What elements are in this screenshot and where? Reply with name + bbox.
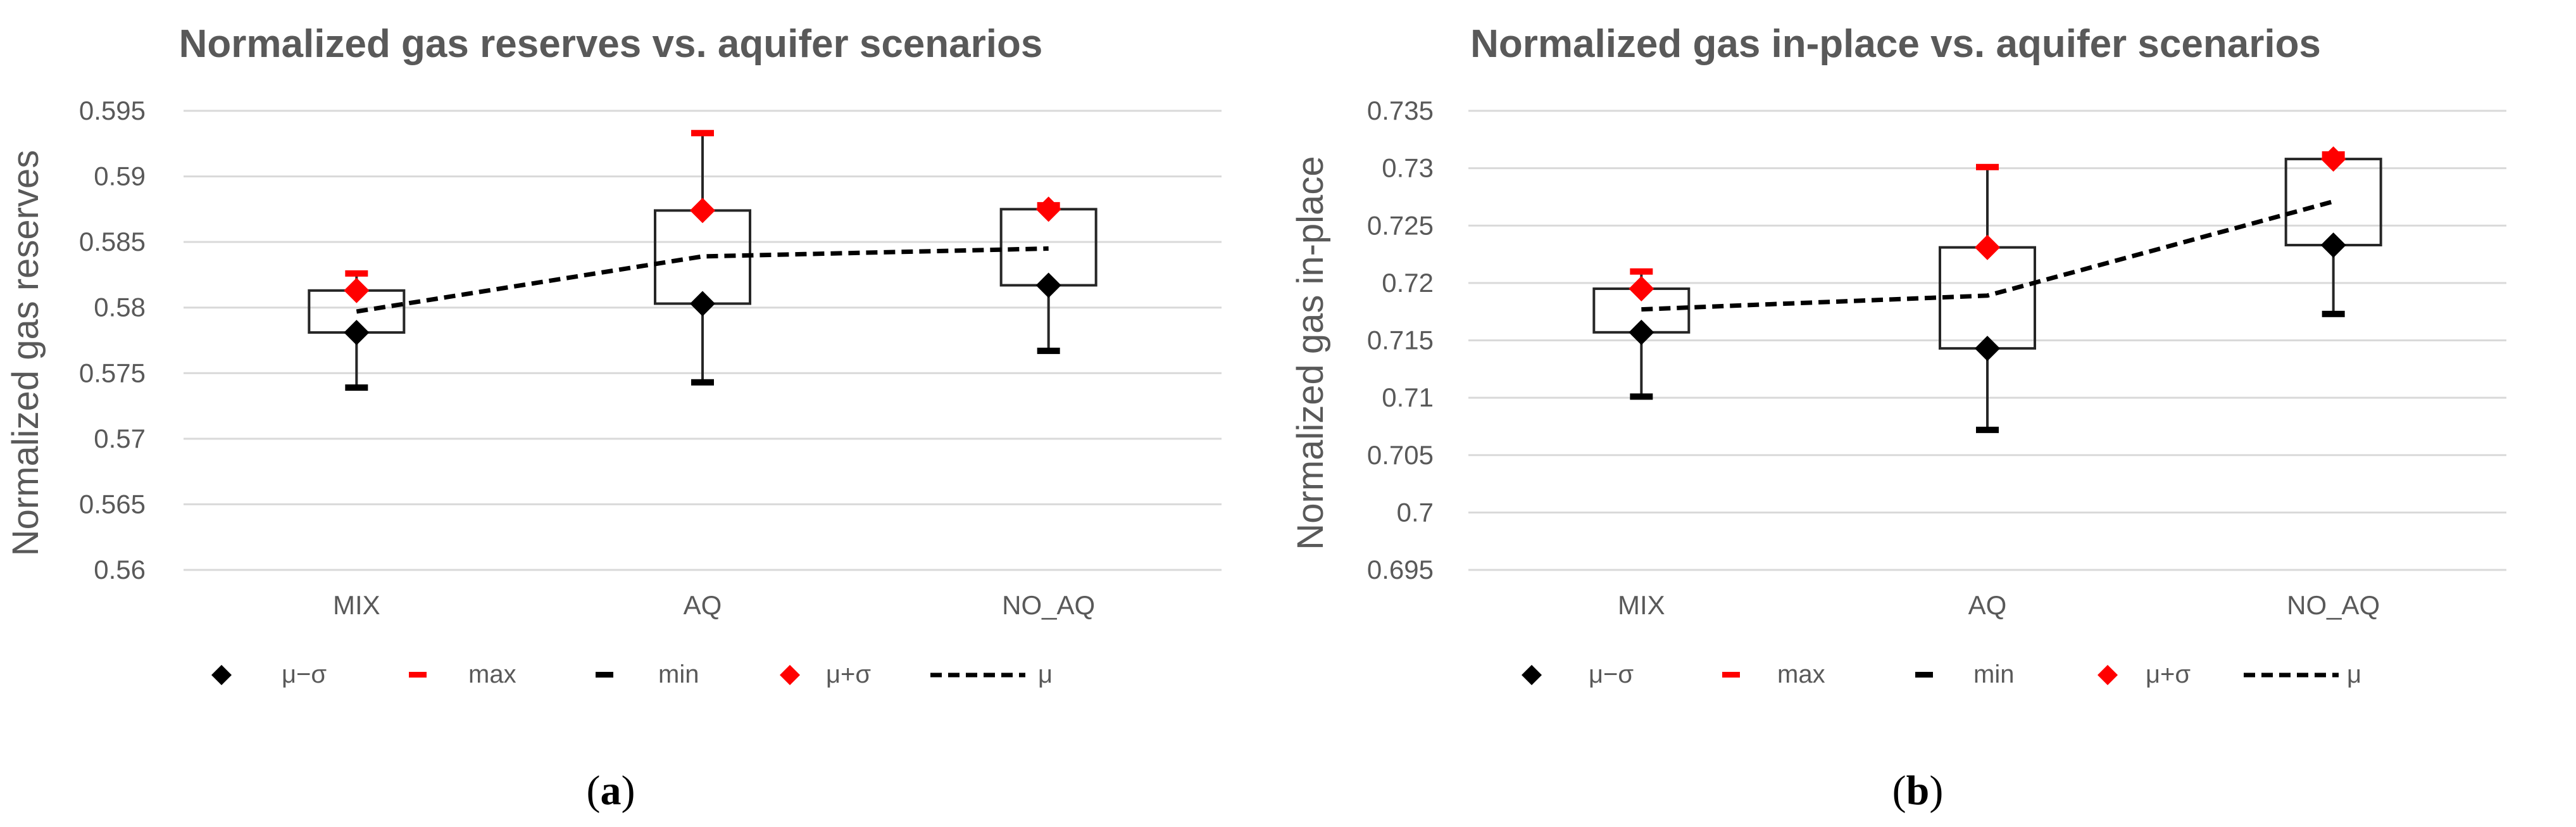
legend-label: min — [1973, 660, 2014, 688]
y-tick-label: 0.565 — [79, 489, 146, 519]
x-category-label: AQ — [684, 590, 722, 620]
min-marker — [345, 384, 368, 391]
legend-label: μ+σ — [826, 660, 871, 688]
chart-title: Normalized gas reserves vs. aquifer scen… — [179, 22, 1043, 66]
x-category-label: MIX — [1618, 590, 1665, 620]
mean-line — [356, 246, 1049, 314]
min-marker — [1630, 393, 1653, 400]
legend-symbol-max — [1722, 672, 1740, 678]
mu-plus-sigma-marker — [1629, 275, 1654, 301]
y-tick-label: 0.585 — [79, 227, 146, 256]
x-category-label: AQ — [1968, 590, 2007, 620]
y-tick-label: 0.59 — [94, 161, 146, 191]
max-marker — [1630, 268, 1653, 275]
mu-minus-sigma-marker — [1629, 319, 1654, 345]
x-category-label: NO_AQ — [1002, 590, 1095, 620]
max-marker — [345, 270, 368, 277]
y-tick-label: 0.56 — [94, 555, 146, 584]
y-tick-label: 0.595 — [79, 96, 146, 125]
legend-symbol-mu-plus-sigma — [2098, 665, 2118, 685]
y-tick-label: 0.57 — [94, 424, 146, 453]
mean-line — [1641, 199, 2334, 312]
legend-symbol-min — [1915, 672, 1933, 678]
legend-symbol-mu-minus-sigma — [211, 665, 232, 685]
max-marker — [691, 130, 714, 137]
legend-label: μ−σ — [1589, 660, 1634, 688]
chart-a: Normalized gas reserves vs. aquifer scen… — [5, 22, 1222, 814]
legend-label: μ−σ — [282, 660, 327, 688]
legend-label: min — [658, 660, 699, 688]
x-category-label: MIX — [333, 590, 380, 620]
mu-plus-sigma-marker — [2320, 146, 2346, 172]
y-tick-label: 0.58 — [94, 293, 146, 322]
y-tick-label: 0.695 — [1367, 555, 1434, 584]
mu-plus-sigma-marker — [1975, 234, 2000, 260]
mu-minus-sigma-marker — [1975, 336, 2000, 362]
mu-plus-sigma-marker — [1035, 196, 1061, 222]
panel-caption: (a) — [587, 767, 635, 814]
mu-minus-sigma-marker — [1035, 272, 1061, 298]
max-marker — [1976, 163, 1999, 170]
chart-title: Normalized gas in-place vs. aquifer scen… — [1470, 22, 2321, 66]
x-category-label: NO_AQ — [2287, 590, 2380, 620]
mu-minus-sigma-marker — [344, 320, 370, 346]
y-axis-label: Normalized gas reserves — [5, 150, 46, 556]
y-tick-label: 0.72 — [1382, 268, 1434, 298]
mu-plus-sigma-marker — [344, 277, 370, 303]
legend-label: μ+σ — [2146, 660, 2191, 688]
y-axis-label: Normalized gas in-place — [1290, 156, 1331, 550]
legend-symbol-min — [596, 672, 613, 678]
y-tick-label: 0.71 — [1382, 382, 1434, 412]
min-marker — [1037, 348, 1060, 355]
min-marker — [691, 379, 714, 386]
legend-symbol-mu-minus-sigma — [1522, 665, 1542, 685]
legend-label: μ — [2347, 660, 2361, 688]
mu-plus-sigma-marker — [690, 198, 715, 224]
panel-caption: (b) — [1892, 767, 1944, 814]
min-marker — [1976, 426, 1999, 433]
y-tick-label: 0.715 — [1367, 325, 1434, 355]
min-marker — [2322, 310, 2345, 317]
y-tick-label: 0.705 — [1367, 440, 1434, 470]
y-tick-label: 0.73 — [1382, 153, 1434, 183]
y-tick-label: 0.7 — [1397, 497, 1434, 527]
chart-b: Normalized gas in-place vs. aquifer scen… — [1290, 22, 2506, 814]
legend-label: max — [468, 660, 516, 688]
legend-symbol-max — [409, 672, 427, 678]
legend-label: μ — [1038, 660, 1053, 688]
y-tick-label: 0.725 — [1367, 210, 1434, 240]
y-tick-label: 0.575 — [79, 358, 146, 388]
y-tick-label: 0.735 — [1367, 96, 1434, 125]
legend-label: max — [1777, 660, 1825, 688]
mu-minus-sigma-marker — [690, 291, 715, 317]
legend-symbol-mu-plus-sigma — [780, 665, 800, 685]
mu-minus-sigma-marker — [2320, 232, 2346, 258]
